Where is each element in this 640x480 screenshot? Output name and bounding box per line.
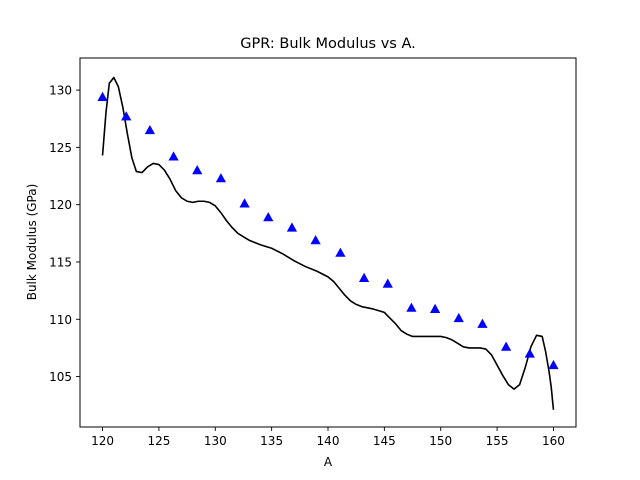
y-tick-label: 125 (49, 141, 72, 155)
data-point (239, 198, 250, 208)
data-point (215, 173, 227, 183)
data-point (144, 124, 156, 135)
data-point (286, 222, 298, 232)
data-point (453, 312, 464, 323)
data-point (429, 303, 441, 313)
data-point (310, 234, 321, 245)
data-point (548, 359, 559, 370)
data-point (477, 318, 488, 328)
chart-title: GPR: Bulk Modulus vs A. (240, 36, 415, 52)
data-point (406, 302, 417, 312)
data-point (263, 212, 274, 222)
data-point (500, 341, 512, 351)
data-point (524, 348, 535, 358)
data-point (335, 247, 346, 257)
data-point (97, 91, 108, 101)
data-point (382, 278, 393, 288)
x-tick-label: 160 (542, 434, 565, 448)
data-point (358, 272, 370, 283)
x-tick-label: 125 (147, 434, 170, 448)
plot-frame (79, 57, 577, 428)
x-tick-label: 140 (317, 434, 340, 448)
x-axis-label: A (324, 455, 333, 469)
y-axis-label: Bulk Modulus (GPa) (25, 184, 39, 301)
data-point (192, 165, 203, 175)
plot-area: 120 125 130 135 140 145 150 155 160 105 110 115 120 1… (49, 57, 577, 448)
gpr-mean-curve (101, 76, 555, 410)
x-tick-label: 120 (91, 434, 114, 448)
data-point (121, 111, 132, 121)
y-tick-label: 105 (49, 370, 72, 384)
x-tick-label: 135 (260, 434, 283, 448)
y-tick-label: 115 (49, 255, 72, 269)
x-tick-label: 145 (373, 434, 396, 448)
x-tick-label: 150 (429, 434, 452, 448)
x-tick-label: 130 (204, 434, 227, 448)
data-point (168, 151, 179, 161)
x-tick-label: 155 (486, 434, 509, 448)
y-tick-label: 120 (49, 198, 72, 212)
y-tick-label: 130 (49, 84, 72, 98)
y-tick-label: 110 (49, 313, 72, 327)
